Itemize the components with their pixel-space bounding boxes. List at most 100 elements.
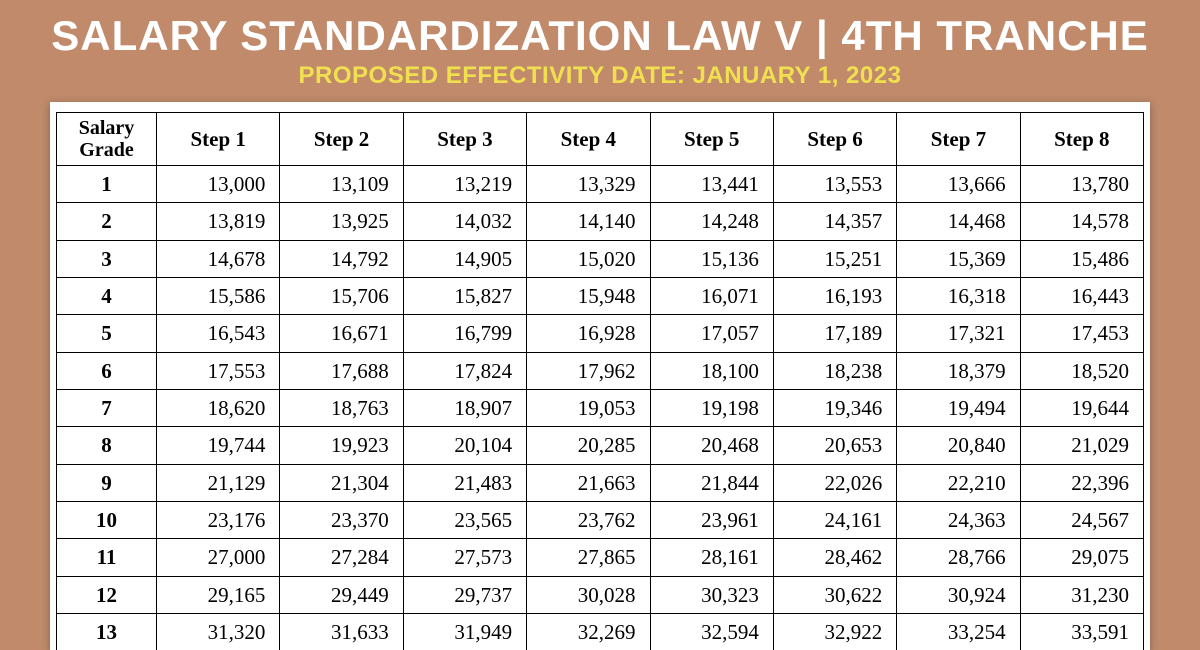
value-cell: 29,449 [280, 576, 403, 613]
value-cell: 29,737 [403, 576, 526, 613]
value-cell: 24,161 [773, 502, 896, 539]
col-header-step-5: Step 5 [650, 113, 773, 166]
grade-cell: 9 [57, 464, 157, 501]
value-cell: 30,028 [527, 576, 650, 613]
value-cell: 31,949 [403, 614, 526, 650]
value-cell: 27,000 [157, 539, 280, 576]
value-cell: 18,763 [280, 390, 403, 427]
value-cell: 14,357 [773, 203, 896, 240]
value-cell: 20,840 [897, 427, 1020, 464]
value-cell: 16,193 [773, 278, 896, 315]
value-cell: 13,780 [1020, 166, 1143, 203]
value-cell: 28,462 [773, 539, 896, 576]
value-cell: 13,329 [527, 166, 650, 203]
value-cell: 31,320 [157, 614, 280, 650]
header: SALARY STANDARDIZATION LAW V | 4TH TRANC… [0, 0, 1200, 94]
value-cell: 31,633 [280, 614, 403, 650]
value-cell: 19,198 [650, 390, 773, 427]
table-body: 113,00013,10913,21913,32913,44113,55313,… [57, 166, 1144, 650]
page-title: SALARY STANDARDIZATION LAW V | 4TH TRANC… [0, 12, 1200, 60]
value-cell: 15,251 [773, 240, 896, 277]
table-row: 718,62018,76318,90719,05319,19819,34619,… [57, 390, 1144, 427]
table-row: 617,55317,68817,82417,96218,10018,23818,… [57, 352, 1144, 389]
value-cell: 23,961 [650, 502, 773, 539]
value-cell: 28,766 [897, 539, 1020, 576]
value-cell: 22,210 [897, 464, 1020, 501]
value-cell: 20,285 [527, 427, 650, 464]
value-cell: 22,026 [773, 464, 896, 501]
salary-table-container: Salary GradeStep 1Step 2Step 3Step 4Step… [50, 102, 1150, 650]
value-cell: 30,622 [773, 576, 896, 613]
grade-cell: 13 [57, 614, 157, 650]
value-cell: 14,578 [1020, 203, 1143, 240]
value-cell: 14,468 [897, 203, 1020, 240]
value-cell: 13,000 [157, 166, 280, 203]
value-cell: 18,379 [897, 352, 1020, 389]
value-cell: 15,369 [897, 240, 1020, 277]
value-cell: 29,075 [1020, 539, 1143, 576]
value-cell: 19,744 [157, 427, 280, 464]
value-cell: 16,543 [157, 315, 280, 352]
value-cell: 19,346 [773, 390, 896, 427]
value-cell: 16,928 [527, 315, 650, 352]
value-cell: 20,104 [403, 427, 526, 464]
value-cell: 14,792 [280, 240, 403, 277]
grade-cell: 1 [57, 166, 157, 203]
value-cell: 28,161 [650, 539, 773, 576]
col-header-step-7: Step 7 [897, 113, 1020, 166]
value-cell: 19,053 [527, 390, 650, 427]
value-cell: 21,844 [650, 464, 773, 501]
value-cell: 13,819 [157, 203, 280, 240]
value-cell: 14,905 [403, 240, 526, 277]
col-header-step-6: Step 6 [773, 113, 896, 166]
value-cell: 23,762 [527, 502, 650, 539]
col-header-step-2: Step 2 [280, 113, 403, 166]
grade-cell: 7 [57, 390, 157, 427]
value-cell: 30,323 [650, 576, 773, 613]
value-cell: 16,799 [403, 315, 526, 352]
table-row: 1023,17623,37023,56523,76223,96124,16124… [57, 502, 1144, 539]
value-cell: 33,254 [897, 614, 1020, 650]
value-cell: 15,948 [527, 278, 650, 315]
col-header-step-1: Step 1 [157, 113, 280, 166]
value-cell: 32,922 [773, 614, 896, 650]
grade-cell: 8 [57, 427, 157, 464]
value-cell: 19,494 [897, 390, 1020, 427]
value-cell: 16,071 [650, 278, 773, 315]
value-cell: 23,370 [280, 502, 403, 539]
table-row: 113,00013,10913,21913,32913,44113,55313,… [57, 166, 1144, 203]
value-cell: 24,363 [897, 502, 1020, 539]
value-cell: 13,441 [650, 166, 773, 203]
table-header: Salary GradeStep 1Step 2Step 3Step 4Step… [57, 113, 1144, 166]
value-cell: 27,284 [280, 539, 403, 576]
value-cell: 17,824 [403, 352, 526, 389]
value-cell: 17,962 [527, 352, 650, 389]
grade-cell: 11 [57, 539, 157, 576]
value-cell: 18,520 [1020, 352, 1143, 389]
value-cell: 15,486 [1020, 240, 1143, 277]
col-header-grade: Salary Grade [57, 113, 157, 166]
value-cell: 20,468 [650, 427, 773, 464]
value-cell: 17,189 [773, 315, 896, 352]
grade-cell: 5 [57, 315, 157, 352]
value-cell: 18,100 [650, 352, 773, 389]
value-cell: 23,565 [403, 502, 526, 539]
value-cell: 14,140 [527, 203, 650, 240]
value-cell: 13,553 [773, 166, 896, 203]
value-cell: 32,594 [650, 614, 773, 650]
col-header-step-8: Step 8 [1020, 113, 1143, 166]
value-cell: 27,573 [403, 539, 526, 576]
salary-table: Salary GradeStep 1Step 2Step 3Step 4Step… [56, 112, 1144, 650]
grade-cell: 10 [57, 502, 157, 539]
value-cell: 31,230 [1020, 576, 1143, 613]
value-cell: 21,663 [527, 464, 650, 501]
value-cell: 16,318 [897, 278, 1020, 315]
grade-cell: 3 [57, 240, 157, 277]
value-cell: 27,865 [527, 539, 650, 576]
value-cell: 21,129 [157, 464, 280, 501]
value-cell: 14,678 [157, 240, 280, 277]
value-cell: 23,176 [157, 502, 280, 539]
value-cell: 15,827 [403, 278, 526, 315]
value-cell: 20,653 [773, 427, 896, 464]
col-header-step-3: Step 3 [403, 113, 526, 166]
